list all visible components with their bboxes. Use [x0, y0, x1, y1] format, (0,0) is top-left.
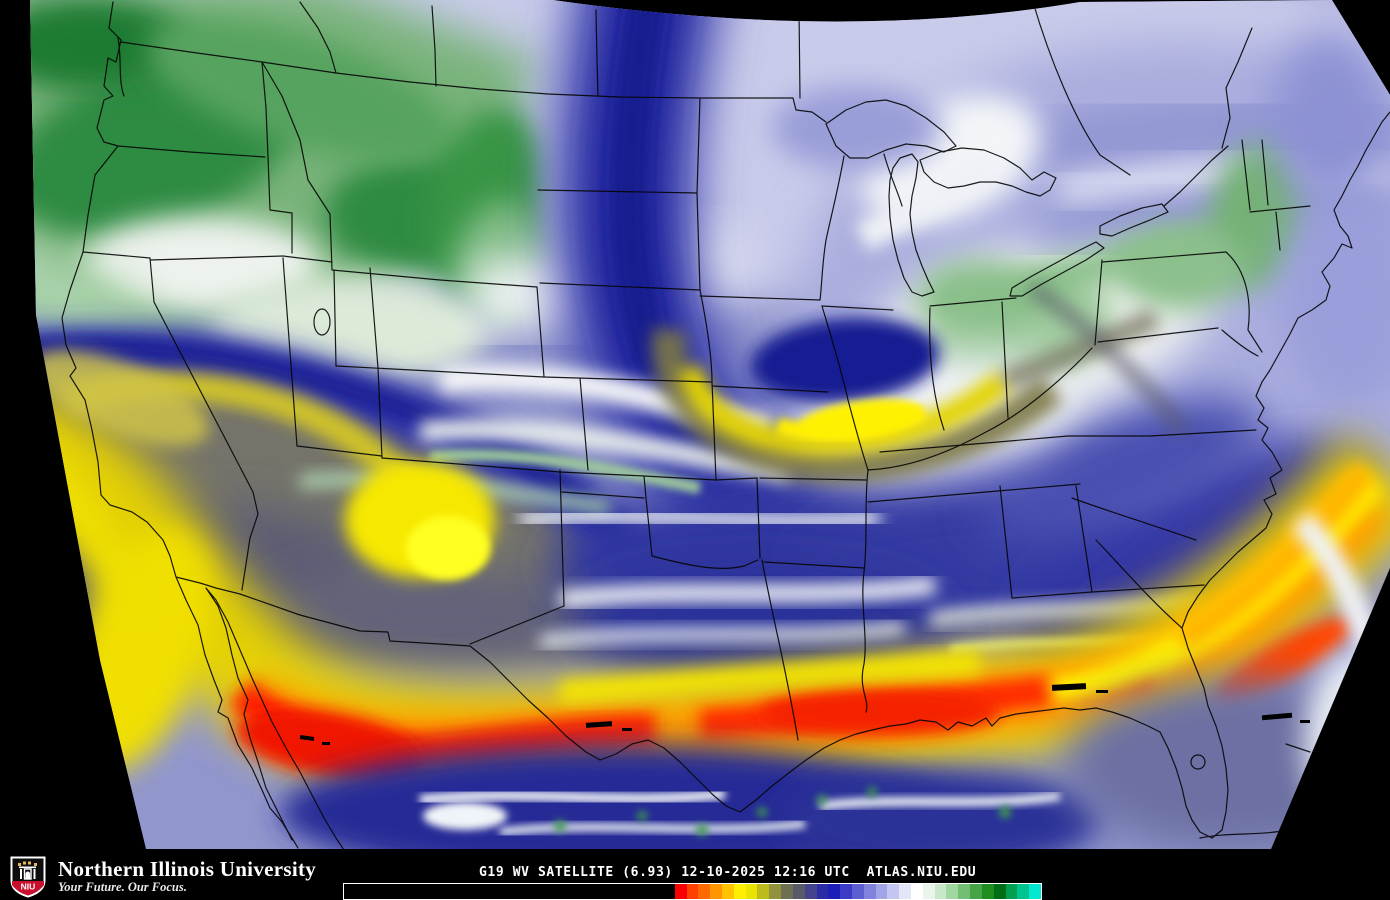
hot-spot-specks — [299, 683, 1310, 745]
color-scale-step — [899, 884, 912, 899]
moisture-art — [30, 0, 1390, 849]
brand-tagline: Your Future. Our Focus. — [58, 880, 187, 894]
color-scale-step — [828, 884, 841, 899]
color-scale-step — [1017, 884, 1030, 899]
color-scale-step — [792, 884, 805, 899]
colorbar-steps — [344, 884, 1041, 899]
color-scale-step — [698, 884, 711, 899]
niu-shield-logo: NIU — [10, 856, 46, 898]
brand-name: Northern Illinois University — [58, 857, 317, 881]
color-scale-step — [344, 884, 675, 899]
color-scale-legend — [343, 883, 1042, 900]
color-scale-step — [686, 884, 699, 899]
footer-bar: NIU Northern Illinois University Your Fu… — [0, 855, 1390, 900]
color-scale-step — [745, 884, 758, 899]
color-scale-step — [863, 884, 876, 899]
image-caption: G19 WV SATELLITE (6.93) 12-10-2025 12:16… — [479, 865, 977, 880]
color-scale-step — [1005, 884, 1018, 899]
color-scale-step — [911, 884, 923, 899]
color-scale-step — [993, 884, 1006, 899]
color-scale-step — [722, 884, 734, 899]
brand-block: Northern Illinois University Your Future… — [58, 858, 316, 895]
color-scale-step — [804, 884, 817, 899]
color-scale-step — [887, 884, 900, 899]
color-scale-step — [674, 884, 687, 899]
color-scale-step — [981, 884, 994, 899]
color-scale-step — [970, 884, 982, 899]
color-scale-step — [757, 884, 770, 899]
color-scale-step — [840, 884, 852, 899]
color-scale-step — [875, 884, 888, 899]
state-borders — [61, 1, 1390, 849]
color-scale-step — [934, 884, 947, 899]
color-scale-step — [733, 884, 746, 899]
color-scale-step — [958, 884, 971, 899]
wv-satellite-image — [30, 0, 1390, 849]
color-scale-step — [946, 884, 959, 899]
color-scale-step — [816, 884, 829, 899]
color-scale-step — [851, 884, 864, 899]
color-scale-step — [781, 884, 793, 899]
niu-acronym: NIU — [21, 882, 36, 892]
castle-icon — [18, 861, 37, 880]
color-scale-step — [922, 884, 935, 899]
color-scale-step — [710, 884, 723, 899]
color-scale-step — [769, 884, 782, 899]
color-scale-step — [1029, 884, 1041, 899]
